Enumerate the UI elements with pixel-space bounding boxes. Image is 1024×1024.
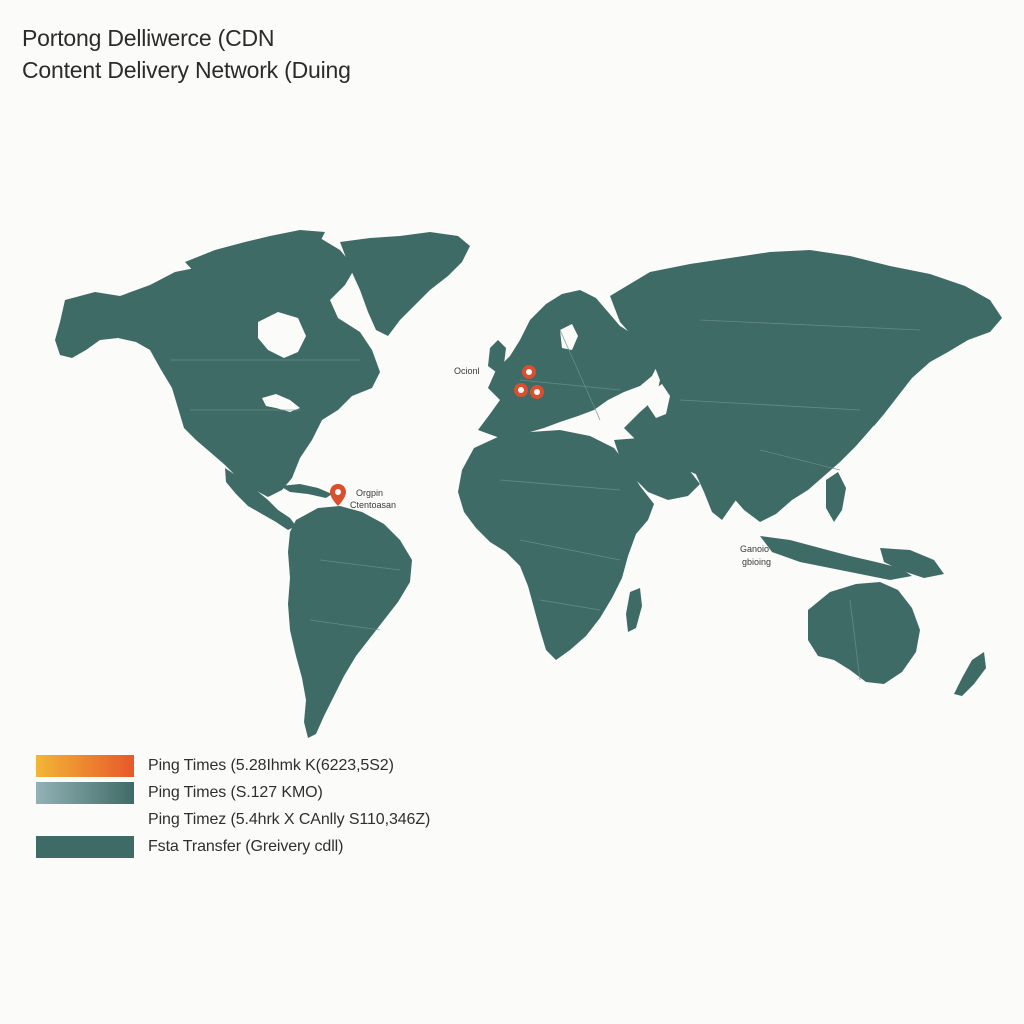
country-borders (170, 319, 921, 681)
new-guinea-island (880, 548, 944, 578)
baltic-sea (560, 324, 578, 350)
legend-swatch-1 (36, 754, 134, 777)
south-america-landmass (288, 506, 412, 738)
caribbean-label-line2: Ctentoasan (350, 500, 396, 510)
central-america-landmass (225, 468, 296, 530)
legend-label-3: Ping Timez (5.4hrk X CAnlly S110,346Z) (148, 810, 431, 828)
arabian-peninsula (614, 438, 700, 500)
europe-landmass (478, 290, 660, 438)
caribbean-label-line1: Orgpin (356, 488, 383, 498)
legend-swatch-4 (36, 835, 134, 858)
arctic-islands (185, 230, 325, 276)
europe-node-marker-1[interactable] (522, 365, 536, 379)
great-lakes (262, 394, 300, 412)
legend-item: Fsta Transfer (Greivery cdll) (36, 833, 430, 860)
page-subtitle: Content Delivery Network (Duing (22, 57, 351, 83)
asia-label-line2: gbioing (742, 557, 771, 567)
madagascar-island (626, 588, 642, 632)
hudson-bay (258, 312, 306, 358)
north-america-landmass (55, 232, 380, 497)
japan-islands (868, 368, 904, 426)
uk-islands (488, 340, 506, 372)
legend-item: Ping Timez (5.4hrk X CAnlly S110,346Z) (36, 806, 430, 833)
europe-node-marker-2[interactable] (514, 383, 528, 397)
legend-item: Ping Times (5.28Ihmk K(6223,5S2) (36, 752, 430, 779)
asia-label-line1: Ganoio (740, 544, 769, 554)
india-landmass (690, 436, 756, 520)
europe-label: Ocionl (454, 366, 480, 376)
new-zealand-islands (954, 652, 986, 696)
africa-landmass (458, 430, 654, 660)
legend-item: Ping Times (S.127 KMO) (36, 779, 430, 806)
caribbean-islands (280, 484, 332, 498)
greenland-landmass (340, 232, 470, 336)
europe-node-marker-3[interactable] (530, 385, 544, 399)
australia-landmass (808, 582, 920, 684)
caspian-sea (648, 384, 670, 418)
legend-label-1: Ping Times (5.28Ihmk K(6223,5S2) (148, 756, 394, 774)
caribbean-origin-marker[interactable] (330, 484, 346, 506)
indonesia-islands (760, 536, 912, 580)
philippines-islands (826, 472, 846, 522)
legend-label-2: Ping Times (S.127 KMO) (148, 783, 323, 801)
legend-swatch-2 (36, 781, 134, 804)
title-block: Portong Delliwerce (CDN Content Delivery… (22, 22, 351, 86)
legend: Ping Times (5.28Ihmk K(6223,5S2) Ping Ti… (36, 752, 430, 860)
legend-label-4: Fsta Transfer (Greivery cdll) (148, 837, 344, 855)
page-title: Portong Delliwerce (CDN (22, 25, 275, 51)
